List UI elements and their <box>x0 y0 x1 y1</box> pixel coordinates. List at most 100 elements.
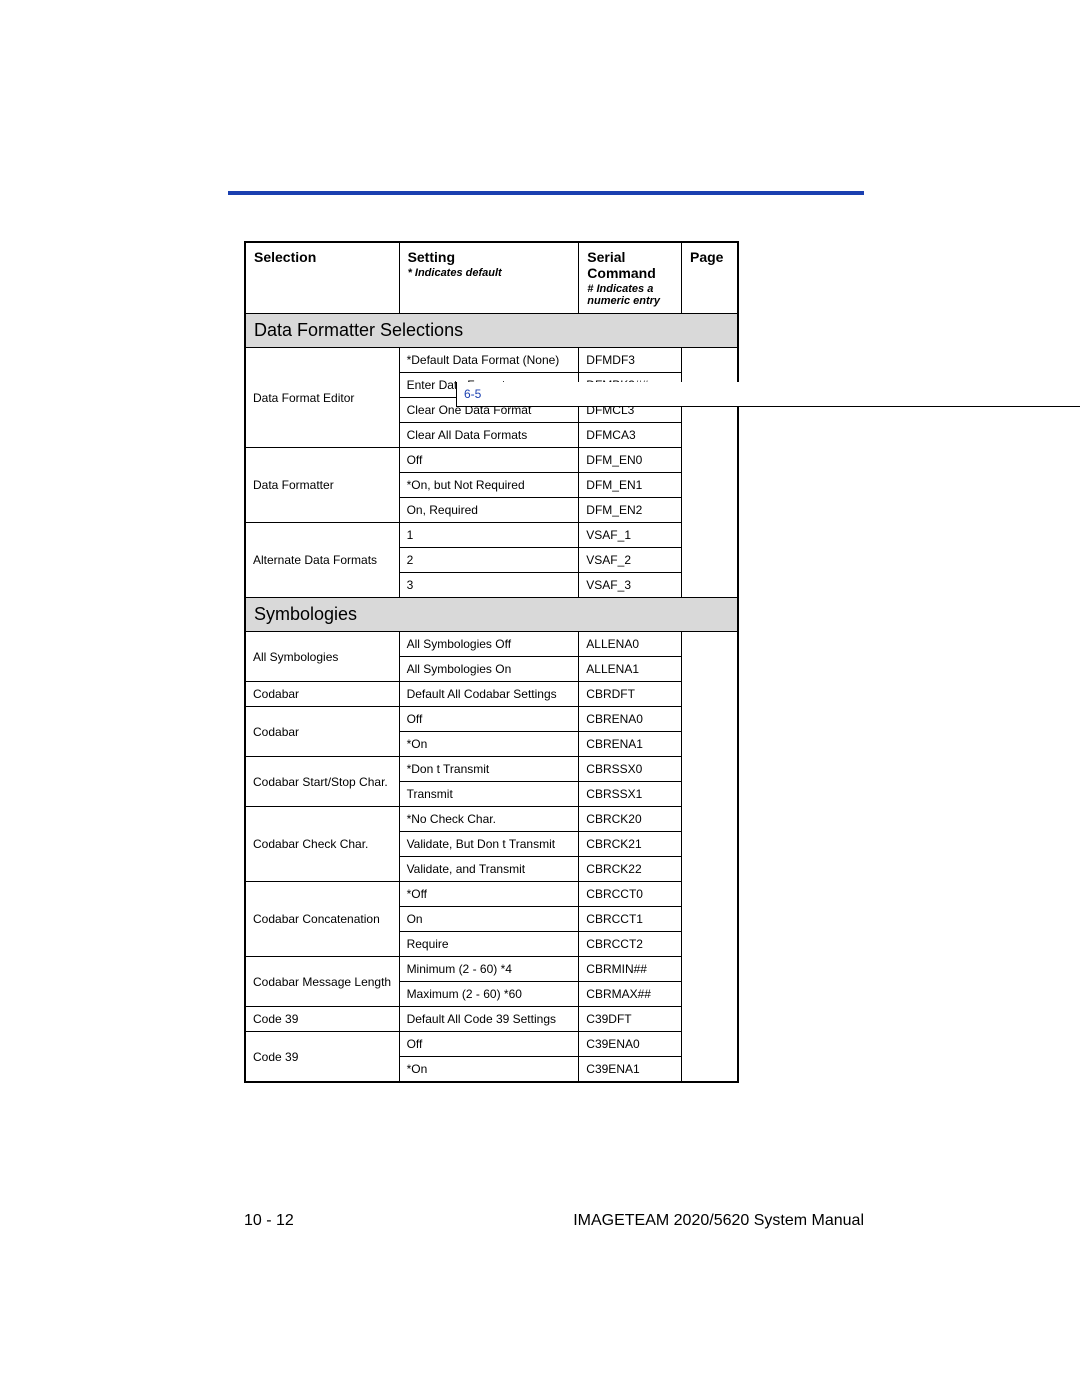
table-row: Codabar Concatenation*OffCBRCCT06-4 <box>245 882 738 907</box>
table-row: CodabarDefault All Codabar SettingsCBRDF… <box>245 682 738 707</box>
setting-cell: *Default Data Format (None) <box>399 348 579 373</box>
header-selection: Selection <box>245 242 399 314</box>
header-page: Page <box>682 242 739 314</box>
selection-cell: Codabar <box>245 682 399 707</box>
page-cell: 6-5 <box>456 382 1080 407</box>
command-cell: CBRCK21 <box>579 832 682 857</box>
setting-cell: On <box>399 907 579 932</box>
command-cell: CBRMIN## <box>579 957 682 982</box>
setting-cell: On, Required <box>399 498 579 523</box>
setting-cell: Off <box>399 448 579 473</box>
command-cell: DFMCA3 <box>579 423 682 448</box>
command-cell: VSAF_1 <box>579 523 682 548</box>
selection-cell: Codabar Message Length <box>245 957 399 1007</box>
header-selection-text: Selection <box>254 249 316 265</box>
setting-cell: All Symbologies Off <box>399 632 579 657</box>
section-title: Symbologies <box>245 598 738 632</box>
table-row: Data Format Editor*Default Data Format (… <box>245 348 738 373</box>
page-footer: 10 - 12 IMAGETEAM 2020/5620 System Manua… <box>244 1212 864 1230</box>
command-cell: C39ENA1 <box>579 1057 682 1083</box>
table-row: All SymbologiesAll Symbologies OffALLENA… <box>245 632 738 657</box>
selection-cell: All Symbologies <box>245 632 399 682</box>
command-cell: CBRENA1 <box>579 732 682 757</box>
header-page-text: Page <box>690 249 723 265</box>
setting-cell: Minimum (2 - 60) *4 <box>399 957 579 982</box>
header-command: Serial Command # Indicates a numeric ent… <box>579 242 682 314</box>
setting-cell: Transmit <box>399 782 579 807</box>
command-cell: VSAF_3 <box>579 573 682 598</box>
command-cell: ALLENA0 <box>579 632 682 657</box>
setting-cell: *Off <box>399 882 579 907</box>
table-row: Codabar Check Char.*No Check Char.CBRCK2… <box>245 807 738 832</box>
setting-cell: *On <box>399 732 579 757</box>
command-cell: CBRCCT2 <box>579 932 682 957</box>
footer-page-number: 10 - 12 <box>244 1212 294 1230</box>
table-row: Code 39OffC39ENA06-5 <box>245 1032 738 1057</box>
command-cell: VSAF_2 <box>579 548 682 573</box>
command-cell: CBRCK20 <box>579 807 682 832</box>
table-row: Alternate Data Formats1VSAF_15-5 <box>245 523 738 548</box>
setting-cell: 2 <box>399 548 579 573</box>
command-cell: CBRMAX## <box>579 982 682 1007</box>
selection-cell: Codabar Check Char. <box>245 807 399 882</box>
setting-cell: Maximum (2 - 60) *60 <box>399 982 579 1007</box>
table-row: Data FormatterOffDFM_EN05-5 <box>245 448 738 473</box>
page-content: Selection Setting * Indicates default Se… <box>228 191 864 1083</box>
table-row: Code 39Default All Code 39 SettingsC39DF… <box>245 1007 738 1032</box>
selection-cell: Codabar Start/Stop Char. <box>245 757 399 807</box>
setting-cell: 3 <box>399 573 579 598</box>
selection-cell: Code 39 <box>245 1032 399 1083</box>
command-cell: CBRCK22 <box>579 857 682 882</box>
table-row: Codabar Start/Stop Char.*Don t TransmitC… <box>245 757 738 782</box>
selection-cell: Codabar Concatenation <box>245 882 399 957</box>
header-setting: Setting * Indicates default <box>399 242 579 314</box>
command-cell: CBRCCT1 <box>579 907 682 932</box>
command-cell: DFM_EN1 <box>579 473 682 498</box>
command-cell: CBRCCT0 <box>579 882 682 907</box>
page-link[interactable]: 6-5 <box>464 387 481 401</box>
section-row: Symbologies <box>245 598 738 632</box>
command-cell: DFM_EN2 <box>579 498 682 523</box>
command-cell: DFM_EN0 <box>579 448 682 473</box>
selection-cell: Alternate Data Formats <box>245 523 399 598</box>
reference-table: Selection Setting * Indicates default Se… <box>244 241 739 1083</box>
setting-cell: *On <box>399 1057 579 1083</box>
table-row: Codabar Message LengthMinimum (2 - 60) *… <box>245 957 738 982</box>
setting-cell: 1 <box>399 523 579 548</box>
setting-cell: All Symbologies On <box>399 657 579 682</box>
table-row: CodabarOffCBRENA06-3 <box>245 707 738 732</box>
header-setting-sub: * Indicates default <box>408 267 571 279</box>
command-cell: C39ENA0 <box>579 1032 682 1057</box>
setting-cell: *No Check Char. <box>399 807 579 832</box>
command-cell: CBRENA0 <box>579 707 682 732</box>
top-rule <box>228 191 864 195</box>
section-row: Data Formatter Selections <box>245 314 738 348</box>
setting-cell: Default All Code 39 Settings <box>399 1007 579 1032</box>
header-command-text: Serial Command <box>587 249 655 281</box>
setting-cell: Validate, But Don t Transmit <box>399 832 579 857</box>
header-command-sub: # Indicates a numeric entry <box>587 283 673 307</box>
command-cell: CBRSSX0 <box>579 757 682 782</box>
setting-cell: *On, but Not Required <box>399 473 579 498</box>
setting-cell: Validate, and Transmit <box>399 857 579 882</box>
command-cell: CBRDFT <box>579 682 682 707</box>
section-title: Data Formatter Selections <box>245 314 738 348</box>
setting-cell: *Don t Transmit <box>399 757 579 782</box>
selection-cell: Data Formatter <box>245 448 399 523</box>
setting-cell: Off <box>399 707 579 732</box>
selection-cell: Data Format Editor <box>245 348 399 448</box>
command-cell: C39DFT <box>579 1007 682 1032</box>
footer-manual-title: IMAGETEAM 2020/5620 System Manual <box>573 1212 864 1230</box>
header-setting-text: Setting <box>408 249 455 265</box>
table-header: Selection Setting * Indicates default Se… <box>245 242 738 314</box>
command-cell: CBRSSX1 <box>579 782 682 807</box>
setting-cell: Require <box>399 932 579 957</box>
setting-cell: Clear All Data Formats <box>399 423 579 448</box>
table-body: Data Formatter SelectionsData Format Edi… <box>245 314 738 1083</box>
command-cell: DFMDF3 <box>579 348 682 373</box>
setting-cell: Default All Codabar Settings <box>399 682 579 707</box>
setting-cell: Off <box>399 1032 579 1057</box>
command-cell: ALLENA1 <box>579 657 682 682</box>
selection-cell: Code 39 <box>245 1007 399 1032</box>
selection-cell: Codabar <box>245 707 399 757</box>
